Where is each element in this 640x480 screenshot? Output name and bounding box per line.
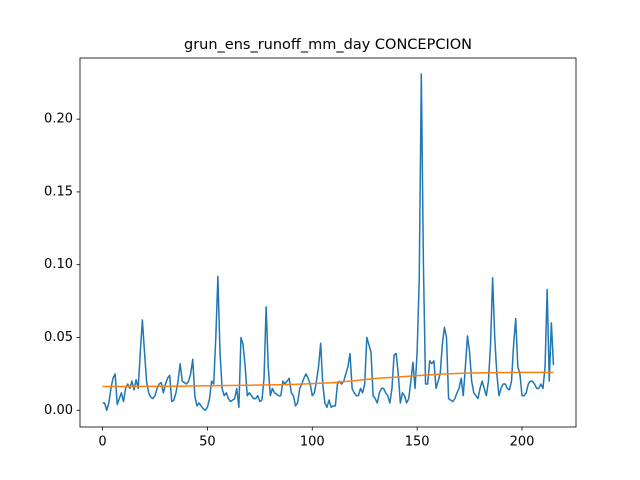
y-tick-label: 0.00 [44,403,73,418]
series-line [102,371,554,388]
x-tick-label: 150 [405,435,430,450]
y-tick-label: 0.10 [44,257,73,272]
chart-title: grun_ens_runoff_mm_day CONCEPCION [184,37,472,53]
axes-frame [79,57,577,428]
x-tick-label: 100 [300,435,325,450]
y-tick-label: 0.05 [44,330,73,345]
y-tick-label: 0.15 [44,184,73,199]
x-tick-label: 0 [98,435,106,450]
x-tick-label: 200 [510,435,535,450]
y-tick-label: 0.20 [44,112,73,127]
series-line [102,73,555,412]
x-tick-label: 50 [199,435,216,450]
